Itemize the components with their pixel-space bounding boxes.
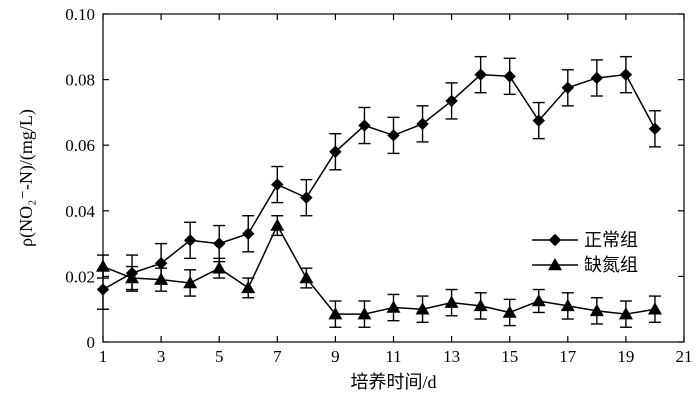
data-point [358, 119, 371, 132]
data-point [96, 283, 110, 296]
x-tick-label: 17 [559, 347, 577, 366]
data-point [416, 117, 429, 131]
data-point [329, 145, 342, 158]
x-tick-label: 21 [676, 347, 693, 366]
data-point [473, 298, 488, 312]
data-point [357, 307, 372, 320]
x-tick-label: 1 [99, 347, 108, 366]
data-point [299, 271, 314, 284]
legend-marker [548, 258, 562, 271]
data-point [589, 303, 604, 317]
x-tick-label: 15 [501, 347, 518, 366]
series-line [102, 223, 656, 315]
data-point [213, 237, 226, 250]
data-point [503, 70, 516, 83]
series-1 [96, 55, 662, 310]
data-point [590, 71, 604, 85]
legend-item-1: 正常组 [532, 230, 638, 250]
legend-label: 缺氮组 [584, 255, 638, 275]
data-point [242, 227, 255, 240]
data-point [125, 271, 140, 284]
data-point [300, 191, 313, 204]
data-point [619, 68, 633, 81]
data-point [154, 257, 168, 270]
data-point [502, 305, 517, 318]
data-point [183, 275, 198, 289]
data-point [647, 302, 662, 315]
y-tick-label: 0.10 [65, 5, 95, 24]
series-line [102, 73, 656, 291]
x-tick-label: 19 [617, 347, 634, 366]
x-tick-label: 7 [273, 347, 282, 366]
data-point [415, 302, 430, 315]
legend-item-2: 缺氮组 [532, 255, 638, 275]
data-point [183, 234, 197, 247]
data-point [618, 307, 633, 320]
x-tick-label: 5 [215, 347, 224, 366]
data-point [445, 94, 458, 108]
data-point [561, 81, 574, 94]
x-tick-label: 11 [385, 347, 401, 366]
y-tick-label: 0 [87, 333, 96, 352]
data-point [648, 122, 662, 135]
data-point [532, 114, 545, 127]
data-point [241, 280, 256, 294]
data-point [328, 307, 343, 320]
y-tick-label: 0.08 [65, 71, 95, 90]
x-tick-label: 9 [331, 347, 340, 366]
y-tick-label: 0.06 [65, 136, 95, 155]
data-point [386, 300, 401, 313]
data-point [387, 129, 400, 142]
data-point [531, 294, 546, 307]
x-tick-label: 3 [157, 347, 166, 366]
x-axis-title: 培养时间/d [350, 372, 436, 392]
data-point [474, 68, 487, 81]
data-point [154, 272, 169, 285]
legend-marker [548, 233, 562, 247]
series-2 [96, 215, 662, 328]
series-layer [96, 55, 662, 328]
legend-label: 正常组 [584, 230, 638, 250]
data-point [271, 178, 284, 191]
x-tick-label: 13 [443, 347, 460, 366]
y-tick-label: 0.04 [65, 202, 95, 221]
data-point [96, 259, 110, 272]
y-tick-label: 0.02 [65, 267, 95, 286]
data-point [212, 261, 227, 274]
data-point [560, 298, 575, 312]
data-point [444, 295, 459, 308]
y-axis-title: ρ(NO₂⁻-N)/(mg/L) [16, 109, 37, 247]
data-point [270, 218, 285, 231]
